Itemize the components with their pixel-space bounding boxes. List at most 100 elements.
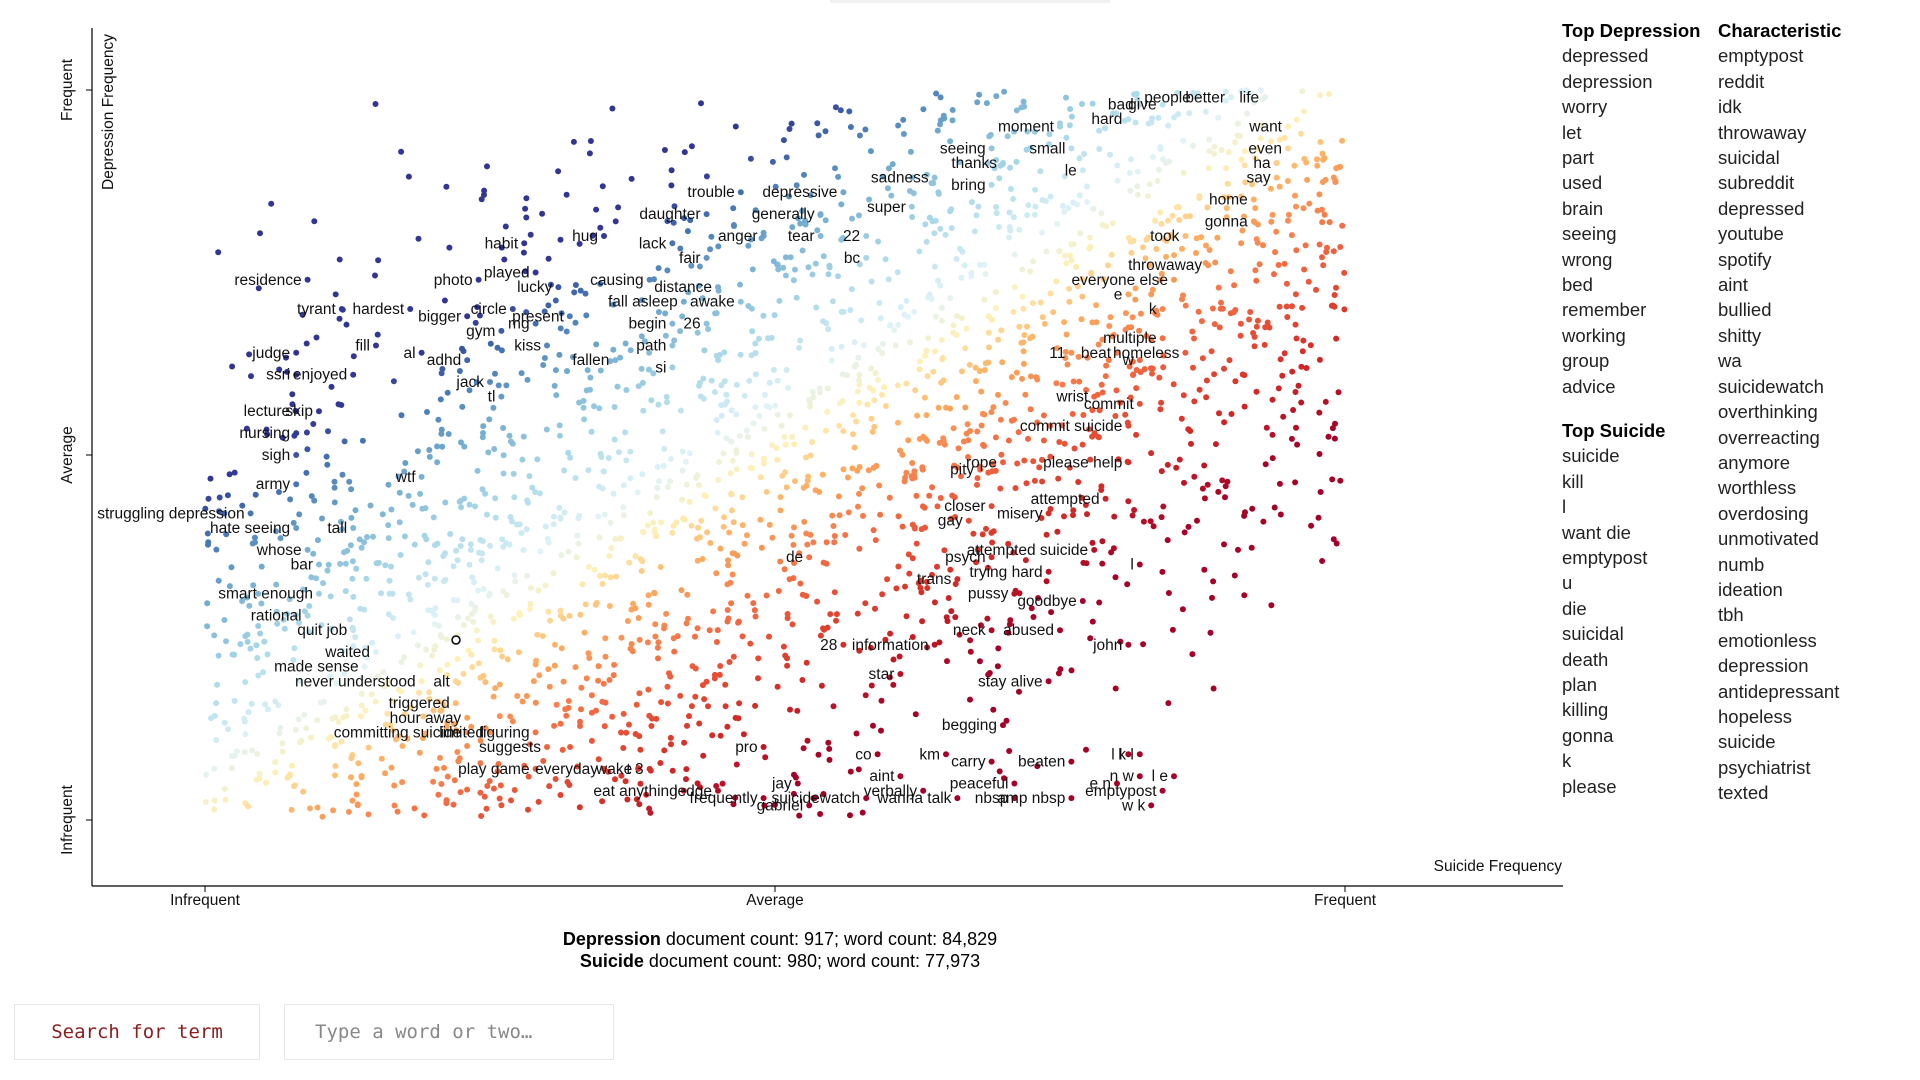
term-point[interactable] (1132, 296, 1139, 303)
term-point[interactable] (996, 175, 1003, 182)
term-point[interactable] (422, 571, 429, 578)
term-point[interactable] (942, 231, 949, 238)
term-point[interactable] (956, 631, 963, 638)
term-point[interactable] (1160, 156, 1166, 163)
term-point[interactable] (985, 469, 992, 476)
term-point[interactable] (1148, 337, 1155, 343)
term-point[interactable] (716, 459, 723, 465)
term-point[interactable] (871, 423, 878, 430)
term-point[interactable] (1215, 114, 1222, 121)
term-point[interactable] (1158, 270, 1165, 277)
term-point[interactable] (414, 448, 421, 455)
term-point[interactable] (460, 622, 467, 628)
term-point[interactable] (1294, 441, 1301, 448)
term-point[interactable] (696, 380, 703, 386)
term-point[interactable] (1333, 284, 1339, 291)
labeled-term-point[interactable] (988, 627, 995, 634)
labeled-term-point[interactable] (897, 773, 904, 780)
term-point[interactable] (700, 375, 707, 382)
term-point[interactable] (438, 634, 445, 641)
term-point[interactable] (1292, 291, 1299, 298)
term-point[interactable] (1027, 335, 1034, 342)
term-point[interactable] (1179, 606, 1186, 613)
labeled-term-point[interactable] (943, 751, 949, 758)
term-point[interactable] (725, 557, 731, 564)
term-point[interactable] (248, 700, 255, 707)
term-label[interactable]: play game (458, 761, 530, 778)
term-point[interactable] (1076, 192, 1083, 199)
characteristic-term[interactable]: throwaway (1718, 121, 1807, 143)
term-label[interactable]: hour away (390, 710, 462, 727)
term-point[interactable] (527, 585, 534, 591)
term-point[interactable] (466, 561, 473, 568)
term-point[interactable] (947, 138, 954, 145)
term-point[interactable] (384, 678, 391, 685)
term-point[interactable] (938, 304, 945, 311)
term-point[interactable] (1299, 88, 1306, 95)
term-point[interactable] (467, 546, 474, 553)
term-point[interactable] (288, 806, 295, 813)
term-label[interactable]: tyrant (297, 301, 336, 318)
term-point[interactable] (1281, 350, 1288, 357)
term-point[interactable] (870, 722, 876, 729)
term-point[interactable] (239, 598, 246, 604)
term-label[interactable]: super (867, 199, 906, 216)
term-point[interactable] (582, 290, 589, 297)
term-point[interactable] (1241, 403, 1248, 410)
term-label[interactable]: enjoyed (293, 367, 347, 384)
term-point[interactable] (1191, 398, 1198, 405)
term-point[interactable] (960, 438, 967, 445)
term-point[interactable] (469, 574, 476, 581)
term-point[interactable] (500, 452, 507, 459)
labeled-term-point[interactable] (1057, 627, 1063, 634)
term-point[interactable] (749, 266, 756, 273)
term-point[interactable] (851, 444, 858, 451)
labeled-term-point[interactable] (1136, 773, 1143, 780)
term-point[interactable] (1211, 321, 1218, 328)
term-point[interactable] (546, 683, 553, 690)
term-label[interactable]: l l (1111, 746, 1122, 763)
term-point[interactable] (805, 473, 812, 480)
term-point[interactable] (479, 538, 486, 545)
term-point[interactable] (562, 706, 569, 713)
term-label[interactable]: ha (1253, 155, 1271, 172)
term-label[interactable]: kiss (514, 338, 541, 355)
term-point[interactable] (1084, 354, 1091, 361)
term-point[interactable] (735, 619, 742, 626)
term-point[interactable] (343, 706, 350, 713)
term-point[interactable] (967, 696, 973, 703)
term-point[interactable] (815, 751, 822, 758)
term-point[interactable] (509, 718, 516, 725)
term-label[interactable]: beat (1081, 345, 1112, 362)
term-point[interactable] (975, 203, 982, 210)
term-point[interactable] (325, 561, 332, 568)
term-point[interactable] (664, 267, 671, 274)
term-point[interactable] (1025, 435, 1031, 442)
term-point[interactable] (1148, 450, 1155, 457)
term-point[interactable] (855, 766, 862, 773)
term-point[interactable] (1039, 229, 1045, 236)
top-depression-term[interactable]: let (1562, 121, 1582, 143)
term-point[interactable] (578, 684, 585, 691)
term-point[interactable] (1024, 323, 1030, 330)
top-suicide-term[interactable]: want die (1562, 521, 1631, 543)
term-point[interactable] (1222, 97, 1229, 104)
labeled-term-point[interactable] (760, 233, 767, 239)
labeled-term-point[interactable] (1159, 101, 1166, 108)
term-point[interactable] (442, 499, 449, 506)
term-point[interactable] (1110, 545, 1117, 552)
term-point[interactable] (657, 760, 664, 766)
term-point[interactable] (492, 514, 499, 521)
term-point[interactable] (786, 126, 793, 132)
term-point[interactable] (567, 454, 574, 461)
term-point[interactable] (1180, 137, 1187, 144)
term-point[interactable] (401, 533, 408, 540)
term-point[interactable] (683, 776, 689, 783)
term-point[interactable] (810, 539, 817, 546)
term-point[interactable] (223, 638, 229, 645)
term-point[interactable] (1066, 464, 1073, 471)
term-point[interactable] (1006, 234, 1012, 241)
top-depression-term[interactable]: advice (1562, 375, 1616, 397)
term-point[interactable] (971, 228, 978, 235)
term-point[interactable] (326, 735, 333, 742)
